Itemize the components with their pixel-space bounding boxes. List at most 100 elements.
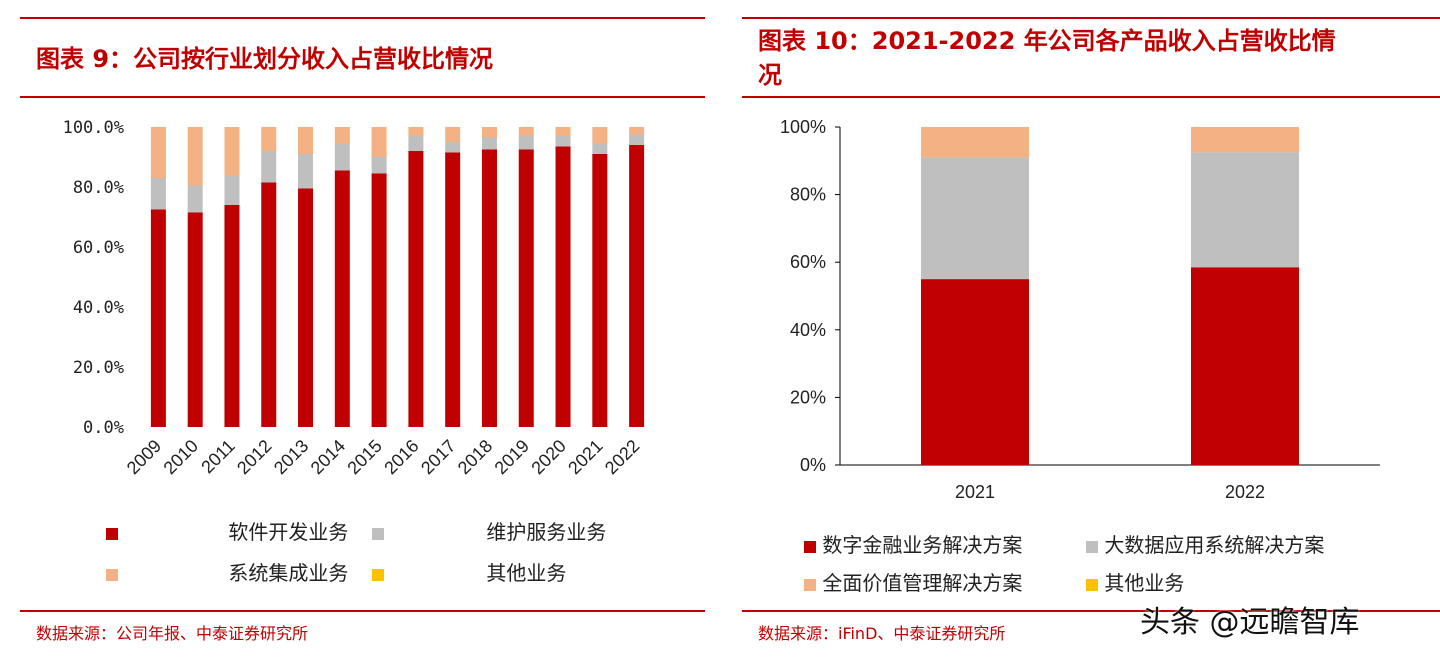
bar-segment [629, 127, 645, 135]
legend-item-software: 软件开发业务 [106, 516, 348, 545]
left-chart-title: 图表 9：公司按行业划分收入占营收比情况 [36, 45, 494, 73]
right-chart-panel: 图表 10：2021-2022 年公司各产品收入占营收比情 况 0% 20% 40%… [720, 0, 1440, 657]
bar-segment [1191, 267, 1299, 465]
y-tick-label: 80.0% [73, 178, 124, 198]
x-tick-label: 2015 [343, 436, 385, 478]
bar-segment [187, 127, 203, 186]
y-tick-label: 100% [780, 117, 826, 137]
legend-swatch [372, 568, 384, 581]
y-tick-label: 100.0% [63, 118, 124, 138]
bar-segment [334, 143, 350, 171]
legend-item-digital-finance: 数字金融业务解决方案 [804, 529, 1022, 558]
bar-segment [1191, 152, 1299, 268]
bar-segment [298, 188, 314, 427]
bar-segment [261, 151, 277, 183]
x-tick-label: 2018 [454, 436, 496, 478]
bar-segment [187, 212, 203, 427]
legend-swatch [804, 578, 816, 591]
bar-segment [481, 137, 497, 150]
legend-swatch [372, 527, 384, 540]
title-bottom-rule [20, 96, 705, 98]
bar-segment [518, 127, 534, 136]
bar-segment [187, 185, 203, 213]
x-tick-label: 2014 [307, 436, 349, 478]
bar-segment [261, 127, 277, 151]
bar-segment [592, 143, 608, 154]
bar-segment [408, 127, 424, 136]
bar-segment [555, 127, 571, 136]
bar-segment [298, 154, 314, 189]
bar-segment [518, 136, 534, 150]
y-tick-label: 60.0% [73, 238, 124, 258]
bar-segment [224, 175, 240, 205]
x-tick-label: 2021 [955, 482, 995, 502]
x-tick-label: 2012 [233, 436, 275, 478]
right-source: 数据来源：iFinD、中泰证券研究所 [758, 624, 1006, 643]
legend-item-integration: 系统集成业务 [106, 557, 348, 586]
legend-item-big-data: 大数据应用系统解决方案 [1086, 529, 1324, 558]
source-rule [20, 610, 705, 612]
bar-segment [629, 145, 645, 427]
legend-swatch [1086, 540, 1098, 553]
bar-segment [555, 136, 571, 147]
bar-segment [150, 127, 166, 178]
bar-segment [371, 157, 387, 174]
bar-segment [921, 279, 1029, 465]
y-tick-label: 20.0% [73, 358, 124, 378]
bar-segment [445, 127, 461, 142]
bar-segment [334, 127, 350, 144]
bar-segment [592, 127, 608, 144]
title-top-rule [20, 17, 705, 19]
legend-swatch [106, 568, 118, 581]
bar-segment [481, 127, 497, 138]
x-tick-label: 2010 [160, 436, 202, 478]
left-chart-plot: 0.0%20.0%40.0%60.0%80.0%100.0%2009201020… [63, 118, 645, 478]
x-tick-label: 2016 [380, 436, 422, 478]
bar-segment [629, 134, 645, 145]
watermark: 头条 @远瞻智库 [1140, 605, 1360, 640]
bar-segment [150, 209, 166, 427]
legend-item-other: 其他业务 [1086, 567, 1184, 596]
bar-segment [224, 127, 240, 175]
source-rule [742, 610, 1440, 612]
right-chart-plot: 0% 20% 40% 60% 80% 100% 2021 2022 [780, 117, 1380, 502]
y-tick-label: 40.0% [73, 298, 124, 318]
bar-segment [371, 173, 387, 427]
bar-segment [408, 151, 424, 427]
bar-segment [481, 149, 497, 427]
right-chart-title-line1: 图表 10：2021-2022 年公司各产品收入占营收比情 [758, 27, 1336, 55]
x-tick-label: 2019 [491, 436, 533, 478]
bar-segment [445, 152, 461, 427]
bar-segment [518, 149, 534, 427]
bar-segment [224, 205, 240, 427]
y-tick-label: 20% [790, 387, 826, 407]
y-tick-label: 60% [790, 252, 826, 272]
bar-segment [150, 178, 166, 210]
bar-segment [592, 154, 608, 427]
x-tick-label: 2020 [527, 436, 569, 478]
legend-item-maintenance: 维护服务业务 [372, 516, 606, 545]
bar-segment [1191, 127, 1299, 153]
legend-swatch [1086, 578, 1098, 591]
bar-segment [555, 146, 571, 427]
right-chart-title-line2: 况 [758, 61, 782, 89]
bar-segment [921, 127, 1029, 158]
x-tick-label: 2021 [564, 436, 606, 478]
left-source: 数据来源：公司年报、中泰证券研究所 [36, 624, 309, 643]
bar-segment [371, 127, 387, 157]
title-bottom-rule [742, 96, 1440, 98]
left-chart-panel: 图表 9：公司按行业划分收入占营收比情况 0.0% 20.0% 40.0% 60.0%… [20, 17, 705, 643]
y-tick-label: 0.0% [83, 418, 124, 438]
legend-item-value-management: 全面价值管理解决方案 [804, 567, 1022, 596]
bar-segment [921, 157, 1029, 280]
x-tick-label: 2013 [270, 436, 312, 478]
bar-segment [334, 170, 350, 427]
x-tick-label: 2022 [601, 436, 643, 478]
legend-swatch [804, 540, 816, 553]
y-tick-label: 40% [790, 320, 826, 340]
bar-segment [298, 127, 314, 154]
bar-segment [261, 182, 277, 427]
y-tick-label: 0% [800, 455, 826, 475]
bar-segment [408, 136, 424, 151]
x-tick-label: 2022 [1225, 482, 1265, 502]
